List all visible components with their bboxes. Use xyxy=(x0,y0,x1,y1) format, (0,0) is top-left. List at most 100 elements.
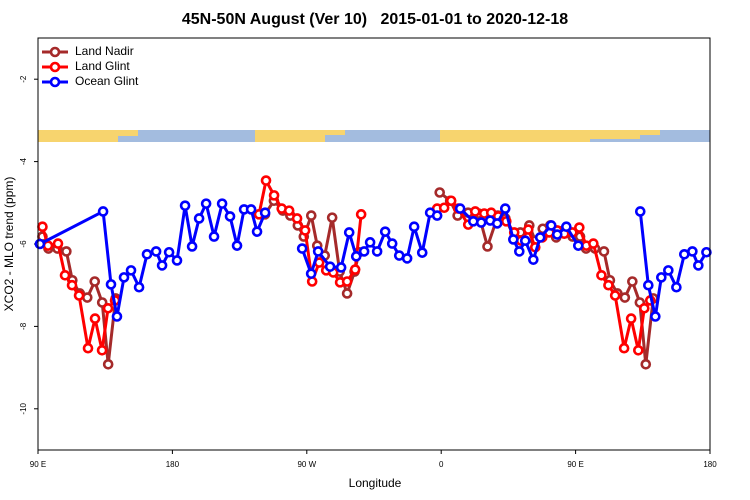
point xyxy=(475,217,487,228)
point xyxy=(73,290,85,301)
point xyxy=(208,231,220,242)
y-tick-label: -4 xyxy=(19,157,28,165)
point xyxy=(408,221,420,232)
point xyxy=(663,265,674,276)
x-tick-label: 90 W xyxy=(297,460,316,469)
point xyxy=(312,246,324,257)
point xyxy=(640,359,652,370)
point xyxy=(572,240,584,251)
point xyxy=(671,281,682,293)
point xyxy=(638,302,650,314)
point xyxy=(627,276,638,287)
point xyxy=(171,255,183,266)
map-strip xyxy=(38,130,710,142)
point xyxy=(508,234,519,245)
point xyxy=(519,235,531,247)
point xyxy=(454,203,466,214)
series-line xyxy=(39,202,708,319)
point xyxy=(349,264,361,275)
point xyxy=(245,204,257,215)
point xyxy=(61,246,72,257)
point xyxy=(588,238,599,249)
point xyxy=(431,210,443,221)
point xyxy=(260,175,272,186)
x-axis-label: Longitude xyxy=(349,476,402,490)
point xyxy=(102,359,114,370)
point xyxy=(434,187,446,198)
point xyxy=(251,226,263,237)
point xyxy=(379,226,391,237)
point xyxy=(416,247,428,258)
y-tick-label: -2 xyxy=(19,75,28,83)
point xyxy=(118,272,130,283)
point xyxy=(125,265,137,276)
point xyxy=(59,270,71,281)
point xyxy=(534,232,546,243)
point xyxy=(350,251,362,262)
point xyxy=(324,261,336,272)
point xyxy=(499,203,511,214)
point xyxy=(179,200,191,211)
point xyxy=(305,210,317,221)
point xyxy=(603,279,614,291)
x-tick-label: 0 xyxy=(439,460,444,469)
point xyxy=(291,213,303,224)
point xyxy=(34,238,46,250)
point xyxy=(561,221,572,232)
point xyxy=(97,206,109,217)
y-axis-label: XCO2 - MLO trend (ppm) xyxy=(2,177,16,312)
x-tick-label: 90 E xyxy=(30,460,46,469)
point xyxy=(335,262,347,273)
point xyxy=(386,238,398,249)
x-tick-label: 180 xyxy=(166,460,180,469)
point xyxy=(355,209,367,220)
point xyxy=(89,276,101,287)
point xyxy=(491,218,503,229)
x-tick-label: 180 xyxy=(703,460,717,469)
series-line xyxy=(41,179,652,352)
point xyxy=(596,270,607,281)
point xyxy=(469,206,481,217)
legend-label: Ocean Glint xyxy=(75,74,139,88)
point xyxy=(701,246,712,258)
point xyxy=(156,260,168,271)
x-tick-label: 90 E xyxy=(567,460,583,469)
point xyxy=(643,279,654,291)
legend-label: Land Nadir xyxy=(75,44,134,58)
point xyxy=(618,342,630,354)
point xyxy=(89,313,101,324)
legend-marker xyxy=(49,76,61,88)
y-tick-label: -6 xyxy=(19,240,28,248)
point xyxy=(231,240,243,251)
point xyxy=(81,292,93,303)
point xyxy=(268,190,280,201)
point xyxy=(186,241,198,252)
y-tick-label: -8 xyxy=(19,322,28,330)
point xyxy=(693,260,704,271)
point xyxy=(528,254,539,265)
point xyxy=(619,292,631,303)
point xyxy=(200,198,212,209)
point xyxy=(633,344,644,356)
point xyxy=(551,229,563,240)
point xyxy=(341,276,353,287)
point xyxy=(522,224,534,235)
point xyxy=(650,311,661,322)
point xyxy=(66,279,78,291)
point xyxy=(163,246,175,258)
point xyxy=(371,246,383,257)
point xyxy=(133,281,145,293)
point xyxy=(545,220,557,231)
point xyxy=(358,246,370,257)
point xyxy=(216,198,228,209)
legend-marker xyxy=(49,46,61,58)
point xyxy=(52,238,64,249)
point xyxy=(609,290,621,301)
point xyxy=(283,205,295,216)
legend-marker xyxy=(49,61,61,73)
point xyxy=(574,222,585,233)
point xyxy=(364,237,376,248)
y-tick-label: -10 xyxy=(19,402,28,414)
point xyxy=(96,344,108,356)
